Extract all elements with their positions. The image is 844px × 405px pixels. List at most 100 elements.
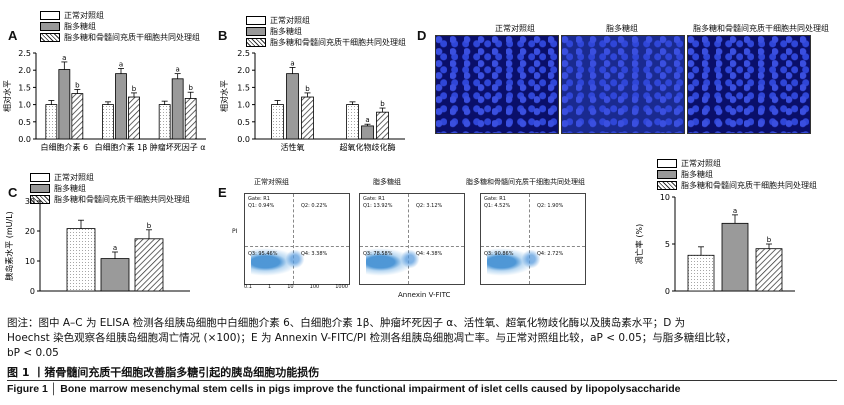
legend-e: 正常对照组 脂多糖组 脂多糖和骨髓间充质干细胞共同处理组: [657, 158, 817, 191]
flow-gate: Gate: R1: [484, 196, 506, 202]
category-label: 白细胞介素 6: [41, 142, 89, 152]
y-axis-label: 相对水平: [219, 80, 229, 112]
swatch-lps: [30, 184, 50, 193]
y-tick-label: 1.0: [18, 101, 31, 110]
bar: [286, 73, 299, 140]
swatch-normal: [657, 159, 677, 168]
flow-q4: Q4: 3.38%: [301, 251, 328, 257]
micrograph-normal: [435, 35, 559, 134]
flow-title-lps: 脂多糖组: [373, 178, 401, 186]
y-axis-label: 凋亡率 (%): [634, 224, 644, 264]
legend-combo-label: 脂多糖和骨髓间充质干细胞共同处理组: [54, 195, 190, 204]
y-tick-label: 20: [25, 227, 35, 236]
quadrant-hline: [245, 246, 349, 248]
flow-pi-label: PI: [232, 228, 238, 235]
micro-title-combo: 脂多糖和骨髓间充质干细胞共同处理组: [693, 24, 829, 33]
flow-xtick: 1000: [335, 284, 348, 290]
panel-label-b: B: [218, 28, 228, 43]
legend-combo-label: 脂多糖和骨髓间充质干细胞共同处理组: [681, 181, 817, 190]
micro-title-normal: 正常对照组: [495, 24, 535, 33]
legend-lps-label: 脂多糖组: [681, 170, 713, 179]
bar: [361, 125, 374, 140]
flow-q1: Q1: 13.92%: [363, 203, 393, 209]
legend-b: 正常对照组 脂多糖组 脂多糖和骨髓间充质干细胞共同处理组: [246, 15, 406, 48]
y-tick-label: 0.5: [18, 118, 31, 127]
bar: [128, 96, 140, 140]
cell-cloud: [521, 249, 541, 268]
y-tick-label: 0.0: [237, 135, 250, 144]
caption-line-3: bP < 0.05: [7, 347, 59, 359]
micro-title-lps: 脂多糖组: [606, 24, 638, 33]
quadrant-hline: [481, 246, 585, 248]
flow-q2: Q2: 0.22%: [301, 203, 328, 209]
bar: [158, 104, 171, 140]
chart-b-oxidative: 0.0 0.5 1.0 1.5 2.0 2.5 相对水平 a b 活性氧 a b 超氧化物歧化酶: [219, 49, 405, 152]
y-tick-label: 2.0: [237, 66, 250, 75]
cell-cloud: [400, 249, 420, 268]
flow-q3: Q3: 78.58%: [363, 251, 393, 257]
legend-normal-label: 正常对照组: [270, 16, 310, 25]
flow-q3: Q3: 95.46%: [248, 251, 278, 257]
legend-combo-label: 脂多糖和骨髓间充质干细胞共同处理组: [270, 38, 406, 47]
bar: [271, 104, 284, 140]
swatch-lps: [246, 27, 266, 36]
category-label: 肿瘤坏死因子 α: [150, 142, 206, 152]
legend-normal-label: 正常对照组: [64, 11, 104, 20]
significance-mark: a: [290, 59, 294, 67]
bar: [687, 254, 715, 292]
panel-label-a: A: [8, 28, 18, 43]
bar: [100, 258, 130, 292]
bar: [45, 104, 58, 140]
y-tick-label: 0: [30, 287, 35, 296]
bar: [102, 104, 114, 140]
swatch-combo: [657, 181, 677, 190]
flow-q3: Q3: 90.86%: [484, 251, 514, 257]
category-label: 活性氧: [281, 142, 305, 152]
chart-e-apoptosis: 0 5 10 凋亡率 (%) a b: [634, 193, 795, 296]
swatch-combo: [246, 38, 266, 47]
category-label: 超氧化物歧化酶: [340, 142, 396, 152]
legend-c: 正常对照组 脂多糖组 脂多糖和骨髓间充质干细胞共同处理组: [30, 172, 190, 205]
caption-line-1: 图注：图中 A–C 为 ELISA 检测各组胰岛细胞中白细胞介素 6、白细胞介素…: [7, 317, 686, 329]
legend-a: 正常对照组 脂多糖组 脂多糖和骨髓间充质干细胞共同处理组: [40, 10, 200, 43]
flow-gate: Gate: R1: [248, 196, 270, 202]
bar: [721, 222, 749, 292]
panel-label-d: D: [417, 28, 427, 43]
swatch-combo: [40, 33, 60, 42]
y-tick-label: 10: [25, 257, 35, 266]
figure-title-en: Figure 1 │ Bone marrow mesenchymal stem …: [7, 383, 681, 395]
swatch-normal: [40, 11, 60, 20]
micrograph-lps: [561, 35, 685, 134]
chart-a-cytokines: 0.0 0.5 1.0 1.5 2.0 2.5 相对水平 a b 白细胞介素 6 a b 白细胞介素 1…: [2, 49, 206, 152]
figure-divider: [7, 380, 837, 381]
flow-q2: Q2: 3.12%: [416, 203, 443, 209]
y-tick-label: 0.5: [237, 118, 250, 127]
micrograph-combo: [687, 35, 811, 134]
swatch-lps: [40, 22, 60, 31]
bar: [184, 98, 197, 140]
category-label: 白细胞介素 1β: [95, 142, 148, 152]
significance-mark: a: [113, 244, 117, 252]
panel-label-c: C: [8, 185, 18, 200]
legend-lps-label: 脂多糖组: [54, 184, 86, 193]
flow-q4: Q4: 2.72%: [537, 251, 564, 257]
quadrant-hline: [360, 246, 464, 248]
y-axis-label: 相对水平: [2, 80, 12, 112]
quadrant-vline: [407, 194, 409, 284]
flow-plot-combo: Gate: R1 Q1: 4.52% Q2: 1.90% Q3: 90.86% …: [480, 193, 586, 285]
y-tick-label: 2.5: [18, 49, 31, 58]
flow-xtick: 100: [309, 284, 320, 290]
legend-combo-label: 脂多糖和骨髓间充质干细胞共同处理组: [64, 33, 200, 42]
y-axis-label: 胰岛素水平 (mU/L): [4, 211, 14, 281]
bar: [66, 228, 96, 292]
significance-mark: b: [380, 100, 385, 108]
significance-mark: b: [767, 236, 772, 244]
caption-line-2: Hoechst 染色观察各组胰岛细胞凋亡情况 (×100)；E 为 Annexi…: [7, 332, 737, 344]
swatch-lps: [657, 170, 677, 179]
significance-mark: a: [119, 60, 123, 68]
significance-mark: a: [733, 207, 737, 215]
bar: [301, 96, 314, 140]
quadrant-vline: [528, 194, 530, 284]
significance-mark: b: [188, 84, 193, 92]
significance-mark: a: [62, 54, 66, 62]
